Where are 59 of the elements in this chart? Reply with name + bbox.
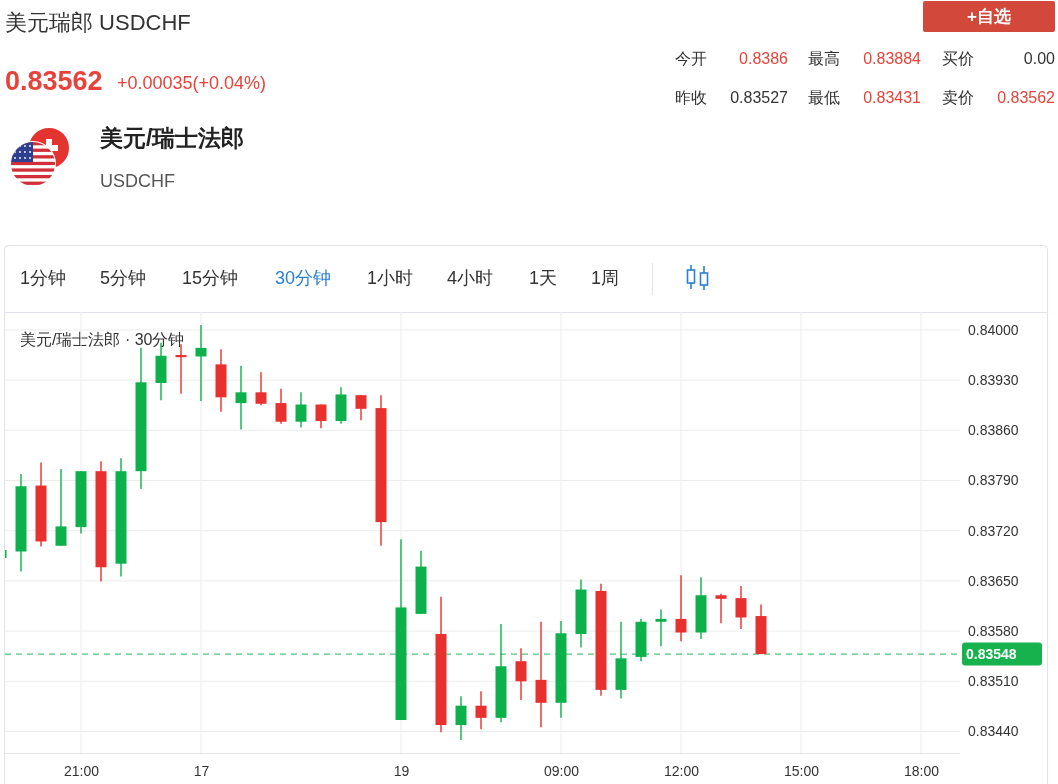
x-tick-label: 09:00 (543, 762, 580, 779)
candlestick (455, 695, 467, 741)
text: 4小时 (447, 268, 494, 288)
text: 卖价 (942, 88, 974, 106)
candlestick (515, 647, 527, 701)
x-tick-label: 19 (393, 762, 410, 779)
text: 0.00 (1023, 49, 1056, 67)
candlestick (195, 324, 207, 402)
text: 1天 (529, 268, 558, 288)
candlestick (475, 690, 487, 731)
candlestick (735, 585, 747, 630)
y-tick-label: 0.83580 (968, 623, 1019, 640)
text: 0.83431 (863, 88, 922, 106)
x-tick-label: 18:00 (903, 762, 940, 779)
text: 昨收 (675, 88, 707, 106)
x-tick-label: 15:00 (783, 762, 820, 779)
candlestick (295, 391, 307, 429)
y-tick-label: 0.83440 (968, 723, 1019, 740)
text: 30分钟 (275, 268, 332, 288)
text: 0.83562 (5, 66, 103, 96)
y-tick-label: 0.83650 (968, 572, 1019, 589)
y-tick-label: 0.83930 (968, 372, 1019, 389)
candlestick (535, 621, 547, 728)
candlestick (55, 468, 67, 547)
text: 最高 (808, 49, 840, 67)
text: 15分钟 (182, 268, 239, 288)
text: +0.00035(+0.04%) (117, 73, 267, 93)
candlestick (255, 371, 267, 406)
text: 0.83884 (863, 49, 922, 67)
annotation: 美元/瑞士法郎 · 30分钟 (20, 330, 185, 348)
text: 买价 (942, 49, 974, 67)
candlestick (675, 574, 687, 642)
text: USDCHF (100, 171, 175, 191)
text: 0.8386 (739, 49, 789, 67)
y-tick-label: 0.83720 (968, 522, 1019, 539)
chart-title: 美元瑞郎 USDCHF (5, 9, 191, 35)
y-tick-label: 0.83510 (968, 673, 1019, 690)
candlestick (715, 593, 727, 624)
text: 5分钟 (100, 268, 147, 288)
text: 今开 (675, 49, 707, 67)
text: 0.83527 (730, 88, 789, 106)
text: 1周 (591, 268, 620, 288)
text: 最低 (808, 88, 840, 106)
x-tick-label: 12:00 (663, 762, 700, 779)
y-tick-label: 0.84000 (968, 321, 1019, 338)
x-tick-label: 17 (193, 762, 210, 779)
text: 美元/瑞士法郎 (99, 125, 245, 151)
candlestick (275, 388, 287, 425)
y-tick-label: 0.83860 (968, 422, 1019, 439)
ref-line-label: 0.83548 (966, 646, 1017, 663)
candlestick (655, 608, 667, 647)
text: 1分钟 (20, 268, 67, 288)
text: 1小时 (367, 268, 414, 288)
text: +自选 (967, 6, 1011, 26)
candlestick (235, 365, 247, 431)
candlestick (355, 394, 367, 421)
x-tick-label: 21:00 (63, 762, 100, 779)
text: 0.83562 (997, 88, 1056, 106)
y-tick-label: 0.83790 (968, 472, 1019, 489)
